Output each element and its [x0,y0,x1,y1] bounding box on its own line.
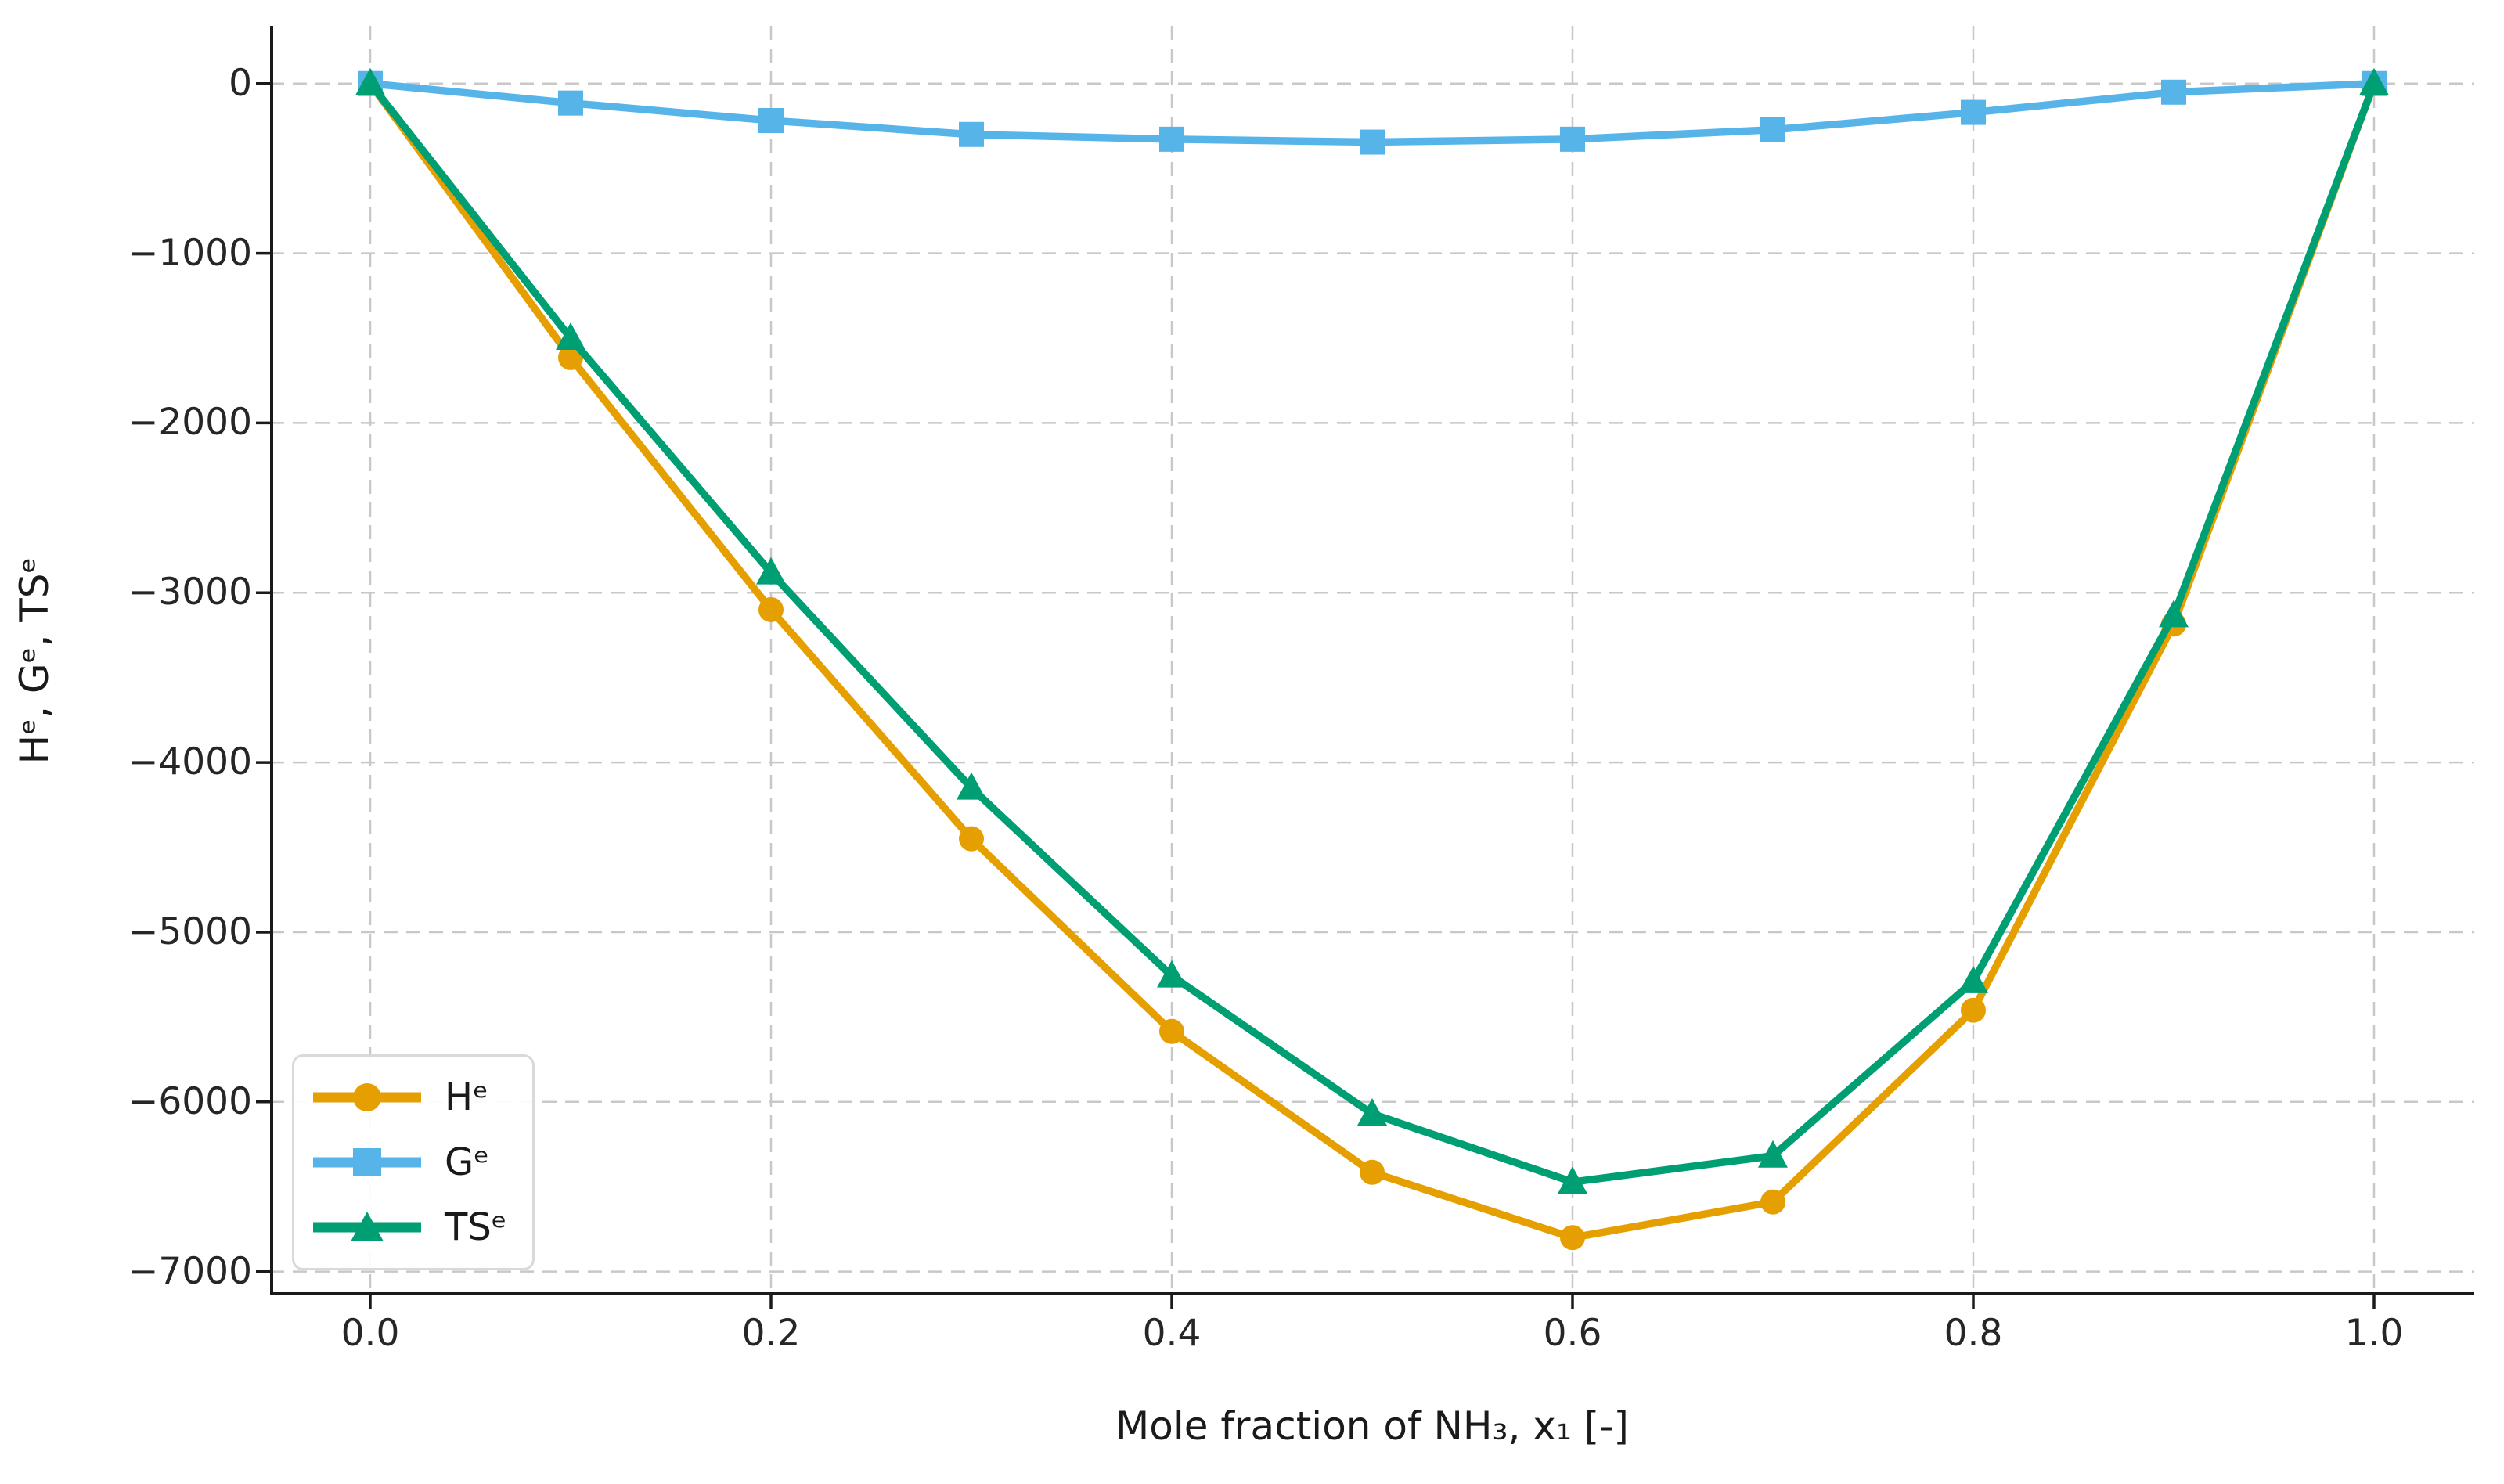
x-tick-label: 0.2 [741,1312,801,1355]
data-point-marker [1560,126,1585,152]
data-point-marker [1760,117,1785,142]
data-point-marker [1961,997,1986,1023]
y-tick-label: −5000 [128,909,252,953]
data-point-marker [756,556,786,585]
axes-spines [270,26,2474,1295]
data-point-marker [1758,1140,1788,1168]
data-point-marker [1958,965,1988,993]
data-point-marker [959,826,984,852]
legend-item-tse: TSᵉ [308,1205,518,1249]
data-point-marker [1360,1159,1385,1185]
y-tick-label: −1000 [128,231,252,275]
series-line [366,79,2378,1242]
x-tick-label: 0.0 [340,1312,400,1355]
legend-sample-line-square [313,1147,421,1176]
tick-marks [256,81,2376,1309]
legend-label-ge: Gᵉ [445,1140,490,1184]
x-tick-label: 0.8 [1944,1312,2003,1355]
data-point-marker [355,67,385,95]
data-point-marker [1357,1097,1387,1126]
data-point-marker [1360,129,1385,155]
chart-canvas [256,26,2474,1309]
plot-area [256,26,2474,1309]
series-Hᵉ [358,70,2387,1251]
data-point-marker [2359,67,2389,95]
y-tick-label: −3000 [128,571,252,614]
legend-label-he: Hᵉ [445,1075,489,1119]
circle-marker-icon [353,1082,381,1111]
data-point-marker [1560,1225,1585,1251]
y-tick-label: −6000 [128,1079,252,1123]
data-point-marker [957,772,986,800]
x-tick-label: 0.6 [1543,1312,1602,1355]
data-point-marker [558,344,583,370]
legend: Hᵉ Gᵉ TSᵉ [292,1054,535,1270]
legend-item-he: Hᵉ [308,1075,518,1119]
square-marker-icon [353,1147,381,1176]
legend-sample-line-circle [313,1082,421,1111]
y-tick-label: 0 [229,61,252,105]
data-point-marker [1159,126,1184,152]
y-tick-label: −7000 [128,1249,252,1293]
data-point-marker [1558,1166,1587,1194]
y-tick-label: −2000 [128,401,252,445]
data-point-marker [1157,960,1187,988]
legend-label-tse: TSᵉ [445,1205,507,1250]
y-tick-label: −4000 [128,740,252,784]
x-tick-label: 0.4 [1142,1312,1202,1355]
data-point-marker [758,107,784,133]
x-axis-label: Mole fraction of NH₃, x₁ [-] [1115,1403,1629,1449]
triangle-marker-icon [351,1212,384,1242]
series-line [366,79,2378,1186]
legend-sample-line-triangle [313,1212,421,1242]
data-point-marker [2159,600,2189,628]
series-Gᵉ [358,70,2387,155]
data-point-marker [959,121,984,147]
legend-item-ge: Gᵉ [308,1140,518,1184]
data-point-marker [1961,99,1986,125]
data-point-marker [556,322,585,350]
data-point-marker [1760,1189,1785,1215]
data-point-marker [558,90,583,116]
data-point-marker [2161,79,2186,105]
x-tick-label: 1.0 [2344,1312,2404,1355]
data-point-marker [1159,1018,1184,1044]
data-point-marker [758,596,784,622]
series-TSᵉ [355,67,2389,1194]
